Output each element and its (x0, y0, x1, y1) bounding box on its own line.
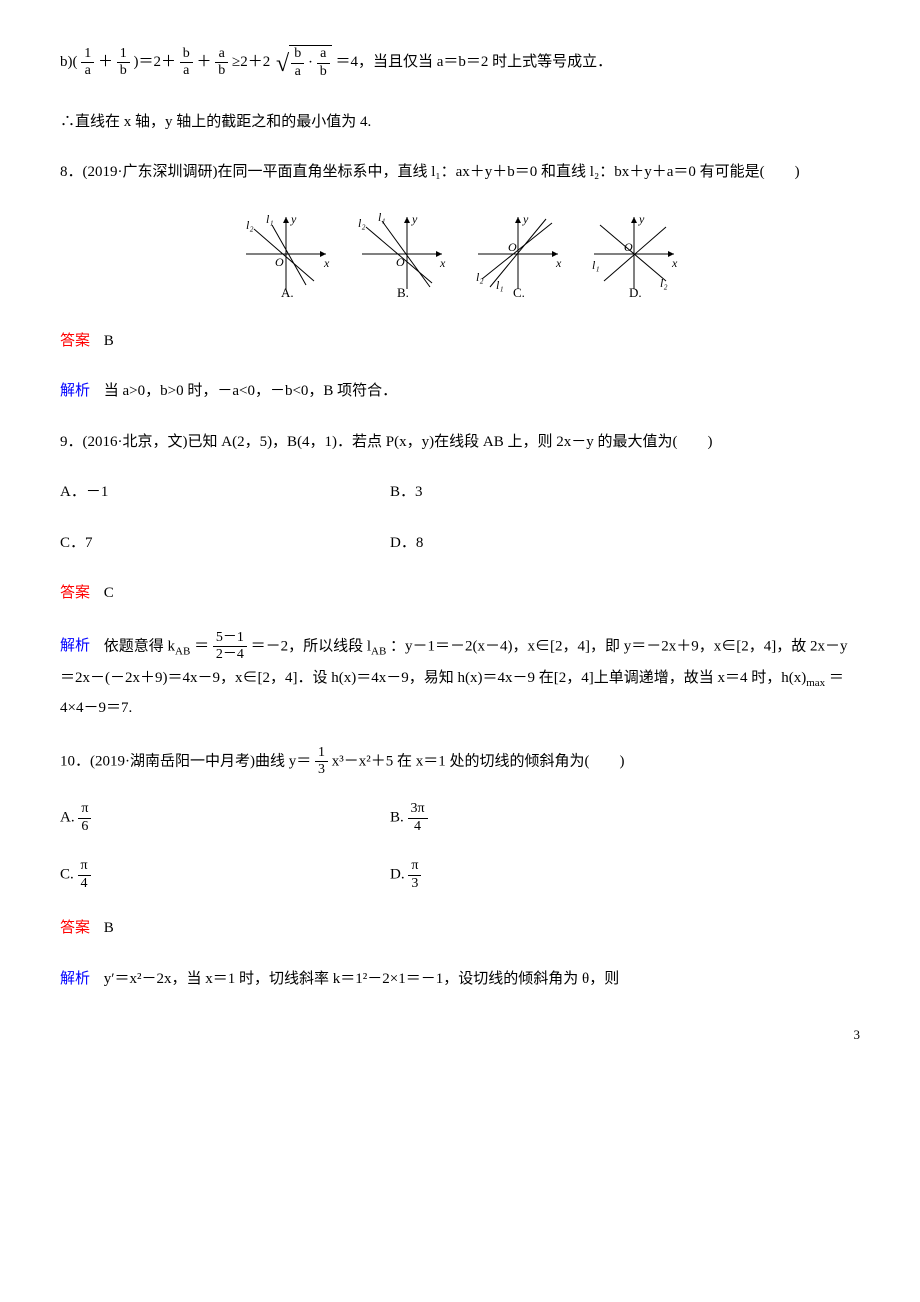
q9-options-row2: C．7 D．8 (60, 529, 860, 558)
svg-text:l₂: l₂ (476, 270, 484, 284)
page-number: 3 (60, 1023, 860, 1048)
svg-text:l₂: l₂ (660, 276, 668, 290)
q10-stem: 10．(2019·湖南岳阳一中月考)曲线 y＝ 13 x³－x²＋5 在 x＝1… (60, 745, 860, 780)
sqrt-icon: √ ba · ab (276, 40, 332, 86)
intro-line2: ∴直线在 x 轴，y 轴上的截距之和的最小值为 4. (60, 108, 860, 137)
q9-stem: 9．(2016·北京，文)已知 A(2，5)，B(4，1)．若点 P(x，y)在… (60, 428, 860, 457)
svg-text:C.: C. (513, 285, 525, 299)
q8-fig-c: x y O l₂ l₁ C. (468, 209, 568, 299)
svg-text:D.: D. (629, 285, 642, 299)
q8-fig-a: x y O l₂ l₁ A. (236, 209, 336, 299)
q10-opt-b-frac: 3π4 (408, 801, 428, 836)
q9-answer-value: C (104, 585, 114, 601)
answer-label: 答案 (60, 920, 90, 936)
q10-opt-d-frac: π3 (408, 858, 421, 893)
q10-analysis: 解析 y′＝x²－2x，当 x＝1 时，切线斜率 k＝1²－2×1＝－1，设切线… (60, 965, 860, 994)
svg-text:x: x (555, 256, 562, 270)
svg-text:l₂: l₂ (358, 216, 366, 230)
svg-text:l₁: l₁ (266, 212, 274, 226)
svg-text:O: O (275, 255, 284, 269)
q8-figure-row: x y O l₂ l₁ A. x y O l₂ l₁ B. x y O l₂ l… (60, 209, 860, 299)
svg-text:l₁: l₁ (592, 258, 600, 272)
svg-text:x: x (439, 256, 446, 270)
svg-text:B.: B. (397, 285, 409, 299)
analysis-label: 解析 (60, 638, 90, 654)
svg-text:O: O (396, 255, 405, 269)
q10-answer-value: B (104, 920, 114, 936)
q10-opt-c-frac: π4 (78, 858, 91, 893)
frac-1a: 1a (81, 46, 94, 81)
answer-label: 答案 (60, 333, 90, 349)
q8-stem: 8．(2019·广东深圳调研)在同一平面直角坐标系中，直线 l₁：ax＋y＋b＝… (60, 158, 860, 187)
frac-13: 13 (315, 745, 328, 780)
svg-text:x: x (323, 256, 330, 270)
svg-text:y: y (638, 212, 645, 226)
frac-ba: ba (180, 46, 193, 81)
analysis-label: 解析 (60, 383, 90, 399)
analysis-label: 解析 (60, 971, 90, 987)
svg-text:y: y (522, 212, 529, 226)
q8-analysis-text: 当 a>0，b>0 时，－a<0，－b<0，B 项符合． (104, 383, 397, 399)
q9-analysis: 解析 依题意得 kAB ＝ 5－12－4 ＝－2，所以线段 lAB ：y－1＝－… (60, 630, 860, 723)
q8-analysis: 解析 当 a>0，b>0 时，－a<0，－b<0，B 项符合． (60, 377, 860, 406)
q8-fig-d: x y O l₁ l₂ D. (584, 209, 684, 299)
q10-answer: 答案 B (60, 914, 860, 943)
svg-text:y: y (411, 212, 418, 226)
svg-text:l₁: l₁ (378, 210, 386, 224)
svg-text:l₂: l₂ (246, 218, 254, 232)
q10-options-row1: A. π6 B. 3π4 (60, 801, 860, 836)
q10-opt-a-frac: π6 (78, 801, 91, 836)
frac-ab: ab (215, 46, 228, 81)
svg-text:A.: A. (281, 285, 294, 299)
svg-text:x: x (671, 256, 678, 270)
intro-line1: b)( 1a ＋ 1b )＝2＋ ba ＋ ab ≥2＋2 √ ba · ab … (60, 40, 860, 86)
q8-answer: 答案 B (60, 327, 860, 356)
svg-text:l₁: l₁ (496, 278, 504, 292)
text: b)( (60, 54, 78, 70)
q10-analysis-text: y′＝x²－2x，当 x＝1 时，切线斜率 k＝1²－2×1＝－1，设切线的倾斜… (104, 971, 619, 987)
svg-text:y: y (290, 212, 297, 226)
q8-answer-value: B (104, 333, 114, 349)
q9-answer: 答案 C (60, 579, 860, 608)
frac-1b: 1b (117, 46, 130, 81)
q8-fig-b: x y O l₂ l₁ B. (352, 209, 452, 299)
q10-options-row2: C. π4 D. π3 (60, 858, 860, 893)
frac-kab: 5－12－4 (213, 630, 247, 665)
q9-options-row1: A．－1 B．3 (60, 478, 860, 507)
answer-label: 答案 (60, 585, 90, 601)
